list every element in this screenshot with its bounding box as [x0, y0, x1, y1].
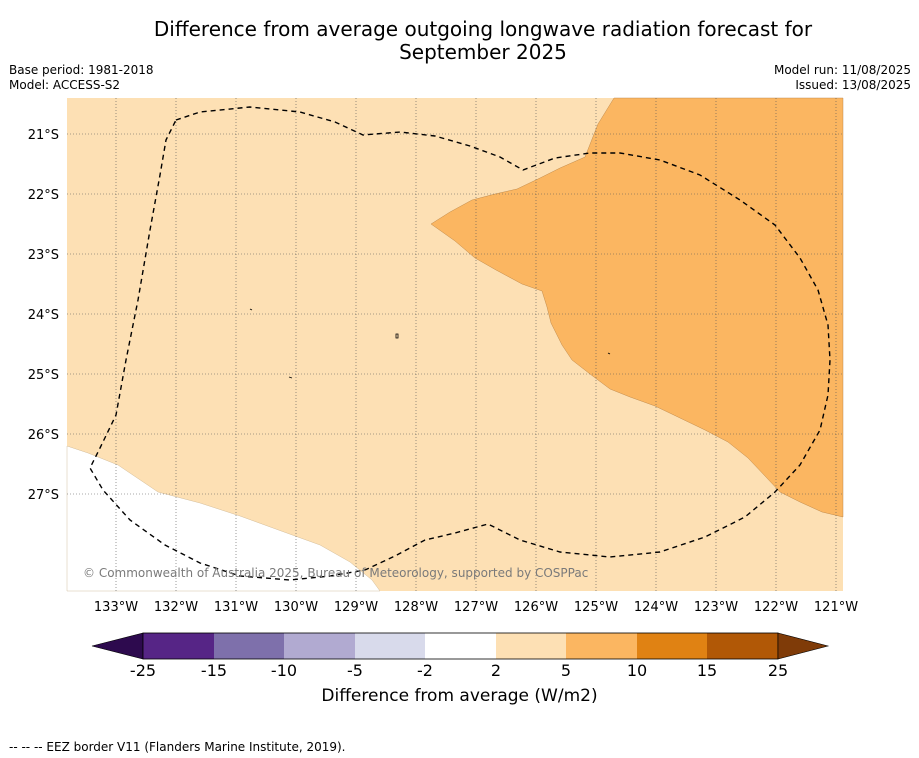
colorbar-swatch	[637, 633, 707, 659]
colorbar-tick: 25	[768, 661, 788, 680]
colorbar-tick: 5	[561, 661, 571, 680]
colorbar-extend-high	[777, 632, 830, 660]
colorbar-swatch	[707, 633, 778, 659]
lon-label: 121°W	[814, 600, 858, 615]
colorbar-tick: 10	[627, 661, 647, 680]
colorbar-swatch	[566, 633, 637, 659]
lat-label: 21°S	[28, 128, 59, 143]
colorbar-swatch	[284, 633, 355, 659]
grid-lines	[67, 98, 843, 591]
lon-label: 132°W	[154, 600, 198, 615]
lon-label: 130°W	[274, 600, 318, 615]
issued-date: Issued: 13/08/2025	[795, 78, 911, 92]
lon-label: 128°W	[394, 600, 438, 615]
island-outlines	[249, 308, 611, 379]
colorbar-swatch	[425, 633, 496, 659]
colorbar-tick: 2	[491, 661, 501, 680]
lon-label: 131°W	[214, 600, 258, 615]
lon-label: 129°W	[334, 600, 378, 615]
lat-labels: 21°S 22°S 23°S 24°S 25°S 26°S 27°S	[28, 128, 59, 503]
colorbar-extend-low	[91, 632, 144, 660]
colorbar	[91, 632, 830, 660]
lon-label: 125°W	[574, 600, 618, 615]
lat-label: 22°S	[28, 188, 59, 203]
lat-label: 27°S	[28, 488, 59, 503]
lat-label: 24°S	[28, 308, 59, 323]
colorbar-tick: -10	[271, 661, 297, 680]
title-line-2: September 2025	[399, 40, 567, 64]
footer-note: -- -- -- EEZ border V11 (Flanders Marine…	[9, 740, 346, 754]
colorbar-swatch	[214, 633, 284, 659]
map-title: Difference from average outgoing longwav…	[0, 18, 919, 64]
base-period: Base period: 1981-2018	[9, 63, 154, 77]
colorbar-tick: -25	[130, 661, 156, 680]
lat-label: 23°S	[28, 248, 59, 263]
title-line-1: Difference from average outgoing longwav…	[153, 17, 813, 41]
lon-label: 123°W	[694, 600, 738, 615]
lon-labels: 133°W 132°W 131°W 130°W 129°W 128°W 127°…	[94, 600, 858, 615]
colorbar-swatch	[496, 633, 566, 659]
lon-label: 124°W	[634, 600, 678, 615]
neutral-region	[66, 445, 381, 592]
lat-label: 26°S	[28, 428, 59, 443]
lon-label: 126°W	[514, 600, 558, 615]
model-run: Model run: 11/08/2025	[773, 63, 911, 77]
colorbar-ticks: -25 -15 -10 -5 -2 2 5 10 15 25	[130, 661, 788, 680]
colorbar-tick: -2	[417, 661, 433, 680]
map-copyright: © Commonwealth of Australia 2025, Bureau…	[83, 566, 588, 580]
model-name: Model: ACCESS-S2	[9, 78, 121, 92]
colorbar-tick: -5	[347, 661, 363, 680]
colorbar-swatch	[355, 633, 425, 659]
lat-label: 25°S	[28, 368, 59, 383]
lon-label: 122°W	[754, 600, 798, 615]
colorbar-label: Difference from average (W/m2)	[321, 686, 598, 706]
meta-left: Base period: 1981-2018 Model: ACCESS-S2	[9, 63, 154, 93]
lon-label: 133°W	[94, 600, 138, 615]
colorbar-tick: 15	[697, 661, 717, 680]
colorbar-swatch	[143, 633, 214, 659]
meta-right: Model run: 11/08/2025 Issued: 13/08/2025	[774, 63, 911, 93]
colorbar-tick: -15	[201, 661, 227, 680]
lon-label: 127°W	[454, 600, 498, 615]
anomaly-region-5-10	[430, 97, 844, 518]
